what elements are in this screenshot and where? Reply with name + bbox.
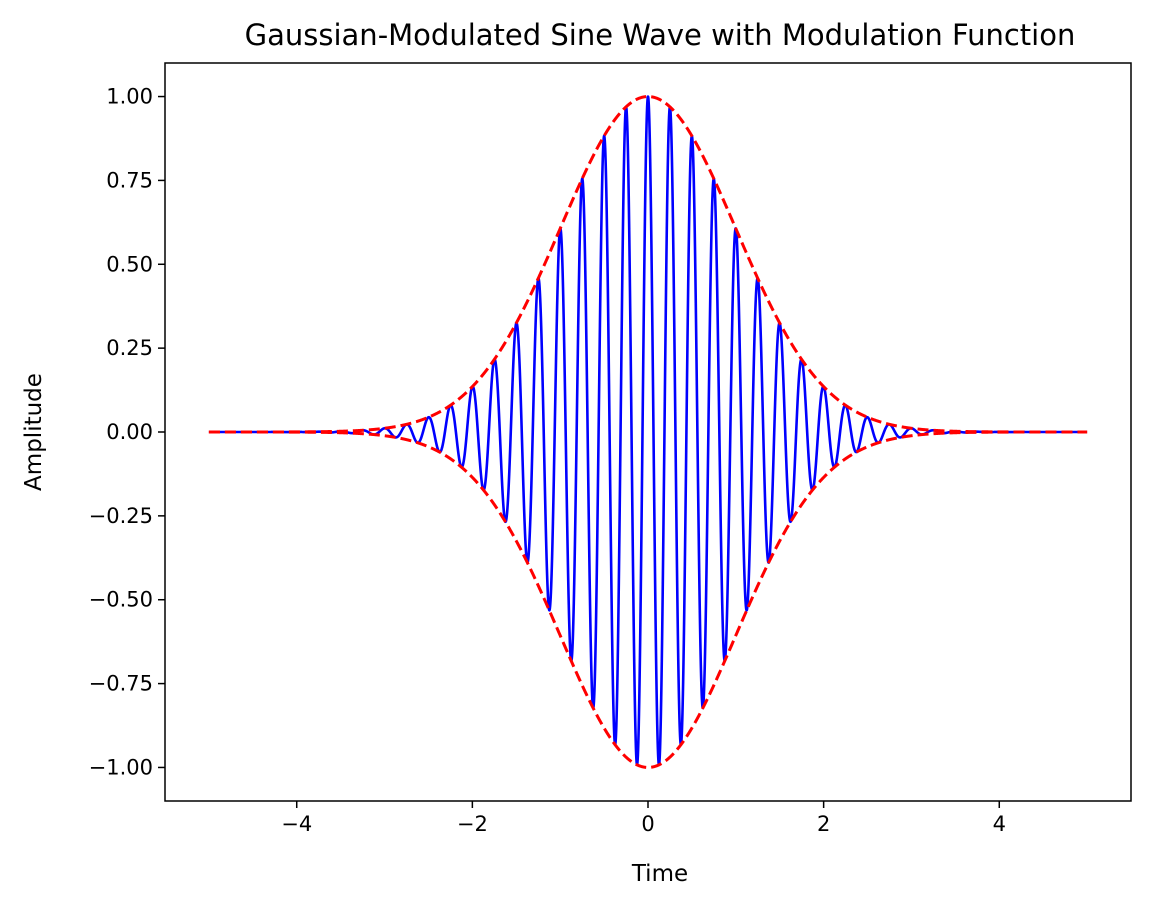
y-axis-label: Amplitude [21, 373, 47, 491]
plot-area [207, 95, 1089, 769]
y-tick-label: 1.00 [106, 85, 153, 109]
y-axis-ticks: 1.00 0.75 0.50 0.25 0.00 −0.25 −0.50 −0.75 −1.00 [89, 85, 165, 779]
y-tick-label: 0.00 [106, 420, 153, 444]
x-tick-label: 4 [993, 812, 1006, 836]
y-tick-label: −0.75 [89, 672, 153, 696]
x-tick-label: −2 [457, 812, 488, 836]
y-tick-label: 0.25 [106, 336, 153, 360]
y-tick-label: −1.00 [89, 755, 153, 779]
lower-envelope-series [207, 430, 1089, 769]
x-tick-label: −4 [281, 812, 312, 836]
y-tick-label: 0.75 [106, 168, 153, 192]
y-tick-label: −0.25 [89, 504, 153, 528]
chart-title: Gaussian-Modulated Sine Wave with Modula… [245, 18, 1076, 52]
x-tick-label: 2 [817, 812, 830, 836]
x-axis-ticks: −4 −2 0 2 4 [281, 801, 1006, 836]
y-tick-label: −0.50 [89, 588, 153, 612]
x-axis-label: Time [631, 861, 688, 887]
x-tick-label: 0 [641, 812, 654, 836]
upper-envelope-series [207, 95, 1089, 434]
y-tick-label: 0.50 [106, 252, 153, 276]
